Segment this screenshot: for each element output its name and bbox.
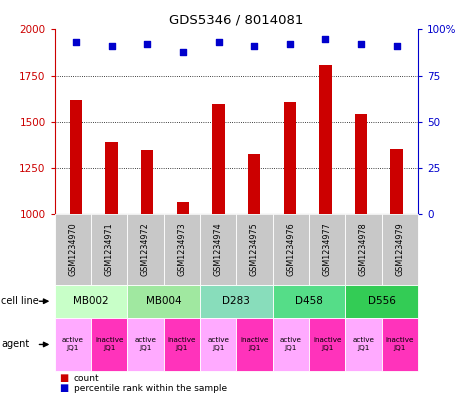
Text: D556: D556 xyxy=(368,296,396,306)
Point xyxy=(357,41,365,48)
Text: GSM1234977: GSM1234977 xyxy=(323,223,332,276)
Bar xyxy=(212,104,225,393)
Text: inactive
JQ1: inactive JQ1 xyxy=(313,338,342,351)
Point xyxy=(108,43,115,49)
Text: ■: ■ xyxy=(59,373,68,383)
Text: GSM1234975: GSM1234975 xyxy=(250,223,259,276)
Text: GSM1234979: GSM1234979 xyxy=(395,223,404,276)
Text: inactive
JQ1: inactive JQ1 xyxy=(240,338,269,351)
Bar xyxy=(390,149,403,393)
Text: D458: D458 xyxy=(295,296,323,306)
Text: active
JQ1: active JQ1 xyxy=(62,338,84,351)
Text: D283: D283 xyxy=(222,296,250,306)
Point xyxy=(143,41,151,48)
Point xyxy=(250,43,258,49)
Point xyxy=(286,41,294,48)
Text: cell line: cell line xyxy=(1,296,39,306)
Point xyxy=(393,43,400,49)
Text: inactive
JQ1: inactive JQ1 xyxy=(95,338,124,351)
Text: GSM1234972: GSM1234972 xyxy=(141,223,150,276)
Bar xyxy=(284,103,296,393)
Text: percentile rank within the sample: percentile rank within the sample xyxy=(74,384,227,393)
Bar xyxy=(70,100,82,393)
Text: GSM1234973: GSM1234973 xyxy=(177,223,186,276)
Text: inactive
JQ1: inactive JQ1 xyxy=(386,338,414,351)
Text: MB002: MB002 xyxy=(73,296,109,306)
Bar xyxy=(105,142,118,393)
Bar xyxy=(141,151,153,393)
Text: GSM1234978: GSM1234978 xyxy=(359,223,368,276)
Text: active
JQ1: active JQ1 xyxy=(280,338,302,351)
Point xyxy=(322,35,329,42)
Text: count: count xyxy=(74,374,99,382)
Text: GSM1234970: GSM1234970 xyxy=(68,223,77,276)
Text: active
JQ1: active JQ1 xyxy=(352,338,374,351)
Text: GSM1234971: GSM1234971 xyxy=(104,223,114,276)
Bar xyxy=(177,202,189,393)
Title: GDS5346 / 8014081: GDS5346 / 8014081 xyxy=(169,14,304,27)
Point xyxy=(215,39,222,46)
Point xyxy=(72,39,80,46)
Text: active
JQ1: active JQ1 xyxy=(207,338,229,351)
Text: ■: ■ xyxy=(59,383,68,393)
Bar xyxy=(355,114,367,393)
Point xyxy=(179,48,187,55)
Text: MB004: MB004 xyxy=(146,296,181,306)
Bar xyxy=(248,154,260,393)
Text: agent: agent xyxy=(1,340,29,349)
Bar xyxy=(319,64,332,393)
Text: GSM1234974: GSM1234974 xyxy=(214,223,223,276)
Text: GSM1234976: GSM1234976 xyxy=(286,223,295,276)
Text: active
JQ1: active JQ1 xyxy=(134,338,156,351)
Text: inactive
JQ1: inactive JQ1 xyxy=(168,338,196,351)
